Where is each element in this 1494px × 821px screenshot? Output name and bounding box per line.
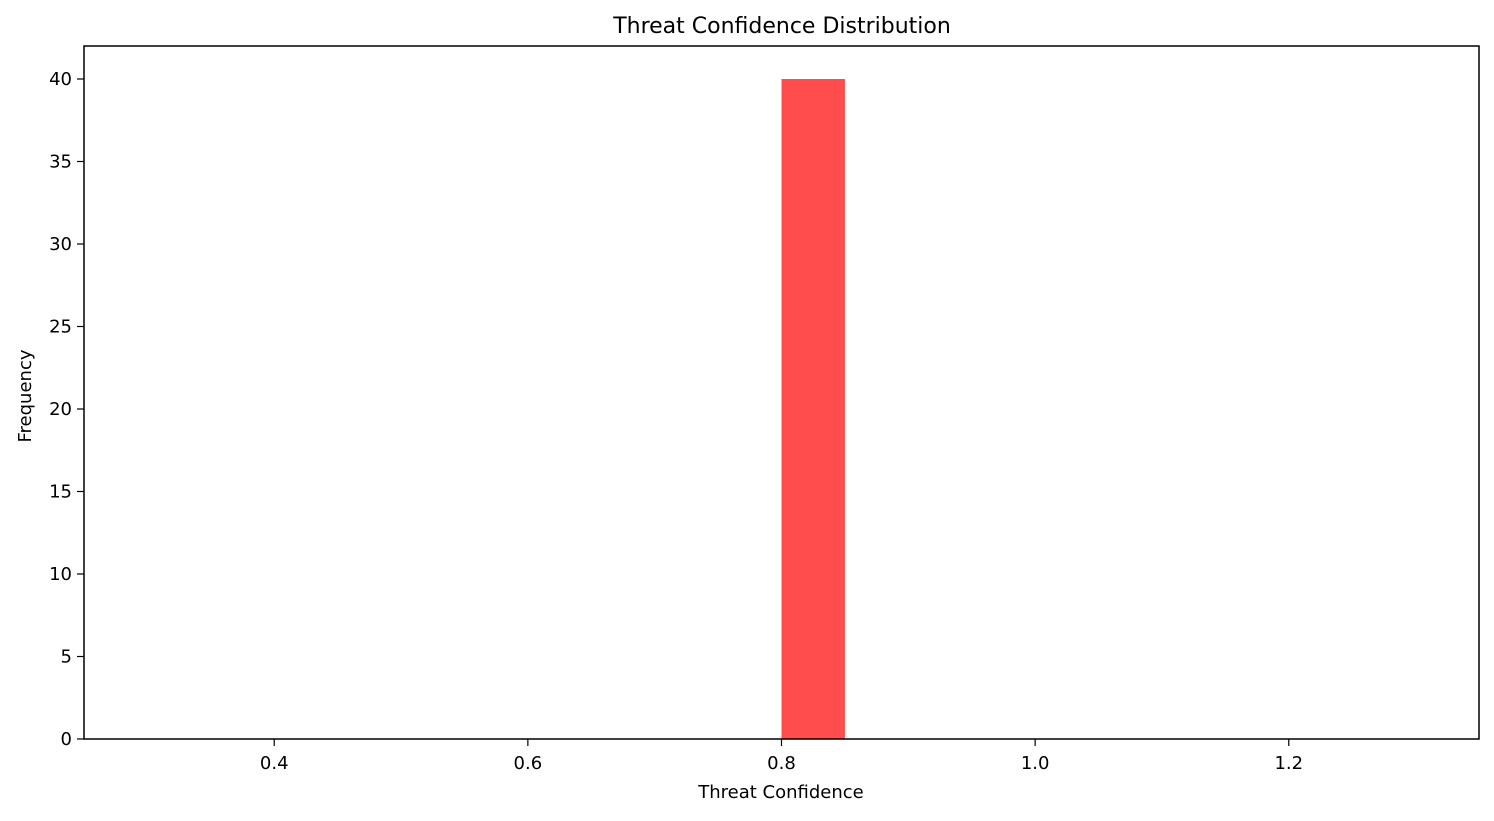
x-tick-label: 0.8 xyxy=(767,753,796,774)
y-tick-label: 35 xyxy=(49,152,72,173)
y-tick-label: 10 xyxy=(49,564,72,585)
y-tick-label: 40 xyxy=(49,69,72,90)
y-axis-ticks: 0 5 10 15 20 25 30 35 40 xyxy=(49,69,84,750)
x-tick-label: 0.6 xyxy=(514,753,543,774)
histogram-bar-0 xyxy=(781,79,845,739)
x-tick-label: 0.4 xyxy=(260,753,289,774)
chart-title: Threat Confidence Distribution xyxy=(612,14,951,39)
y-tick-label: 25 xyxy=(49,317,72,338)
y-tick-label: 0 xyxy=(61,729,72,750)
x-axis-label: Threat Confidence xyxy=(697,782,864,803)
bars-layer xyxy=(781,79,845,739)
x-tick-label: 1.0 xyxy=(1021,753,1050,774)
x-tick-label: 1.2 xyxy=(1274,753,1303,774)
y-tick-label: 20 xyxy=(49,399,72,420)
y-axis-label: Frequency xyxy=(15,349,36,442)
y-tick-label: 15 xyxy=(49,482,72,503)
x-axis-ticks: 0.4 0.6 0.8 1.0 1.2 xyxy=(260,739,1303,774)
y-tick-label: 5 xyxy=(61,647,72,668)
y-tick-label: 30 xyxy=(49,234,72,255)
